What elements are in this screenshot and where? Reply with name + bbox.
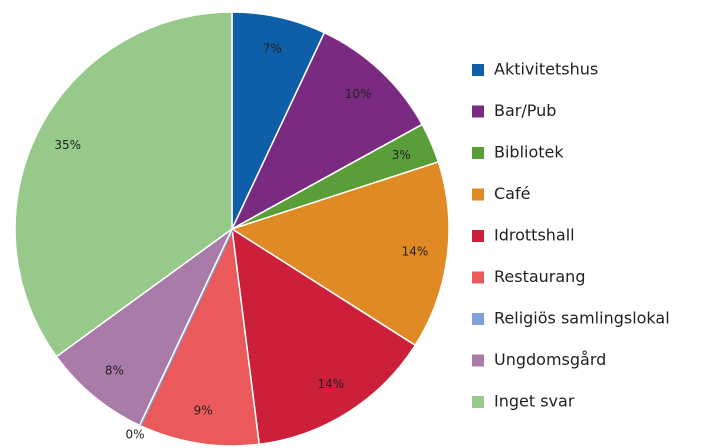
legend-swatch (472, 271, 484, 284)
legend-label: Ungdomsgård (494, 350, 606, 369)
data-label: 10% (345, 87, 372, 101)
data-label: 35% (54, 138, 81, 152)
data-label: 8% (105, 364, 124, 378)
legend-label: Idrottshall (494, 226, 575, 245)
pie-slice (230, 31, 424, 231)
data-label: 9% (194, 404, 213, 418)
legend-label: Café (494, 184, 530, 203)
legend-label: Religiös samlingslokal (494, 309, 670, 328)
legend-label: Restaurang (494, 267, 585, 286)
pie-slice (14, 11, 233, 358)
pie-slice (55, 228, 233, 427)
data-label: 7% (263, 41, 282, 55)
legend-label: Inget svar (494, 392, 575, 411)
legend-swatch (472, 188, 484, 201)
pie-slice (230, 160, 450, 347)
legend-label: Bibliotek (494, 143, 564, 162)
legend-swatch (472, 105, 484, 118)
legend-label: Aktivitetshus (494, 60, 598, 79)
legend-swatch (472, 354, 484, 367)
legend-swatch (472, 396, 484, 408)
legend-swatch (472, 64, 484, 76)
data-label: 14% (402, 245, 429, 259)
legend-label: Bar/Pub (494, 101, 556, 120)
data-label: 14% (317, 377, 344, 391)
pie-slice (231, 227, 417, 446)
legend-swatch (472, 230, 484, 242)
data-label: 3% (392, 148, 411, 162)
legend-swatch (472, 313, 484, 325)
legend-swatch (472, 147, 484, 159)
data-label: 0% (125, 428, 144, 442)
pie-slice (138, 226, 261, 447)
